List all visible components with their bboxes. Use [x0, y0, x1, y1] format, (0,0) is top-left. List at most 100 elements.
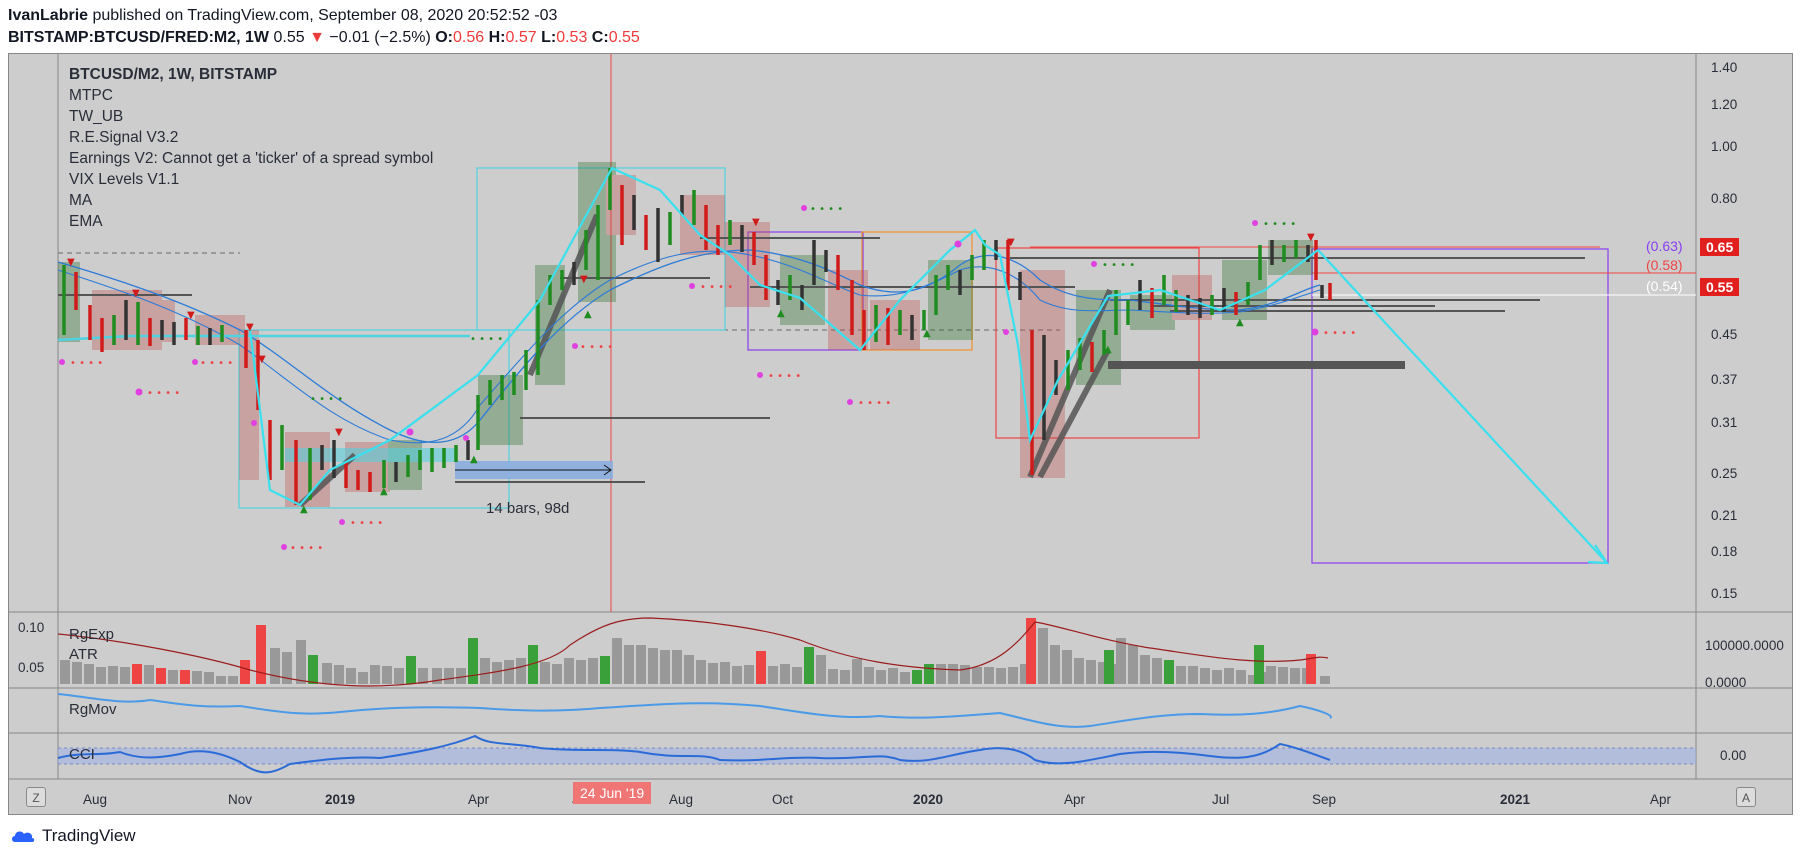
last-price: 0.55	[273, 29, 305, 46]
svg-text:• • • •: • • • •	[70, 358, 103, 369]
time-axis-label: 2019	[325, 792, 356, 807]
price-axis-label: 1.20	[1711, 97, 1738, 112]
time-axis-label: Jul	[1212, 792, 1230, 807]
svg-text:▲: ▲	[584, 309, 592, 320]
svg-text:• • • •: • • • •	[470, 334, 503, 345]
svg-text:▼: ▼	[580, 274, 588, 285]
volume-pane-label[interactable]: RgExp	[69, 626, 115, 643]
legend-item[interactable]: TW_UB	[69, 108, 124, 125]
price-axis-label: 1.40	[1711, 60, 1738, 75]
forecast-box[interactable]	[1311, 248, 1609, 564]
low-label: L:	[541, 29, 557, 46]
legend-item[interactable]: MA	[69, 192, 93, 209]
price-axis-label: 0.80	[1711, 191, 1738, 206]
close-label: C:	[591, 29, 609, 46]
volume-axis-label: 0.05	[18, 660, 45, 675]
svg-text:▲: ▲	[923, 328, 931, 339]
time-axis-label: Apr	[1650, 792, 1672, 807]
symbol-name[interactable]: BITSTAMP:BTCUSD/FRED:M2, 1W	[8, 29, 270, 46]
volume-bars	[60, 618, 1330, 684]
crosshair-date-tag: 24 Jun '19	[573, 782, 652, 804]
signal-dots	[59, 205, 1319, 550]
indicator-legend: BTCUSD/M2, 1W, BITSTAMP MTPC TW_UB R.E.S…	[69, 64, 433, 232]
svg-text:▲: ▲	[1104, 344, 1112, 355]
svg-text:• • • •: • • • •	[1323, 328, 1356, 339]
high-value: 0.57	[505, 29, 537, 46]
cci-axis-label: 0.00	[1720, 748, 1747, 763]
price-tag-high: 0.65	[1700, 238, 1740, 256]
price-axis-label: 0.45	[1711, 327, 1738, 342]
price-change: −0.01 (−2.5%)	[329, 29, 431, 46]
high-label: H:	[488, 29, 506, 46]
svg-text:▼: ▼	[1307, 232, 1315, 243]
signal-dot-trails: • • • • • • • • • • • • • • • • • • • • • • …	[70, 282, 1356, 554]
svg-text:▲: ▲	[300, 504, 308, 515]
auto-scale-button[interactable]: A	[1736, 787, 1756, 807]
volume-axis-label: 0.0000	[1705, 675, 1747, 690]
tradingview-logo[interactable]: TradingView	[10, 826, 136, 846]
position-box[interactable]	[747, 231, 864, 351]
tradingview-cloud-icon	[12, 831, 35, 842]
svg-text:• • • •: • • • •	[700, 282, 733, 293]
position-box[interactable]	[995, 247, 1200, 439]
svg-text:▼: ▼	[187, 310, 195, 321]
legend-item[interactable]: R.E.Signal V3.2	[69, 129, 179, 146]
price-tag-last: 0.55	[1700, 278, 1740, 296]
legend-item[interactable]: EMA	[69, 213, 103, 230]
down-arrow-icon: ▼	[309, 29, 325, 46]
time-axis-label: Oct	[772, 792, 794, 807]
svg-text:• • • •: • • • •	[290, 543, 323, 554]
time-axis-label: Apr	[1064, 792, 1086, 807]
price-candles	[62, 168, 1332, 505]
legend-symbol[interactable]: BTCUSD/M2, 1W, BITSTAMP	[69, 66, 278, 83]
price-axis-label: 0.37	[1711, 372, 1738, 387]
time-axis-label: Apr	[468, 792, 490, 807]
legend-item[interactable]: VIX Levels V1.1	[69, 171, 180, 188]
price-axis-label: 0.15	[1711, 586, 1738, 601]
signal-markers: ▼ ▼ ▼ ▼ ▼ ▼ ▼ ▼ ▼ ▼ ▲ ▲ ▲ ▲ ▲ ▲ ▲ ▲	[67, 217, 1315, 515]
volume-axis-label: 100000.0000	[1705, 638, 1784, 653]
volume-axis-label: 0.10	[18, 620, 45, 635]
svg-text:• • • •: • • • •	[580, 342, 613, 353]
price-axis-label: 0.31	[1711, 415, 1738, 430]
open-value: 0.56	[453, 29, 485, 46]
level-label: (0.54)	[1646, 278, 1683, 294]
level-label: (0.58)	[1646, 257, 1683, 273]
svg-text:• • • •: • • • •	[147, 388, 180, 399]
svg-text:▼: ▼	[1007, 237, 1015, 248]
time-axis-label: 2020	[913, 792, 944, 807]
legend-item[interactable]: Earnings V2: Cannot get a 'ticker' of a …	[69, 150, 434, 167]
price-axis-label: 0.25	[1711, 466, 1738, 481]
swing-lines[interactable]	[248, 166, 1610, 565]
position-box[interactable]	[476, 167, 726, 331]
level-label: (0.63)	[1646, 238, 1683, 254]
rgmov-pane-label[interactable]: RgMov	[69, 701, 117, 718]
svg-text:• • • •: • • • •	[350, 518, 383, 529]
svg-text:▲: ▲	[380, 486, 388, 497]
author-name[interactable]: IvanLabrie	[8, 7, 89, 24]
time-axis-label: 2021	[1500, 792, 1531, 807]
price-axis-label: 1.00	[1711, 139, 1738, 154]
svg-text:▲: ▲	[777, 308, 785, 319]
time-axis-label: Nov	[228, 792, 253, 807]
legend-item[interactable]: MTPC	[69, 87, 113, 104]
publish-info: IvanLabrie published on TradingView.com,…	[8, 6, 557, 26]
atr-pane-label[interactable]: ATR	[69, 646, 98, 663]
svg-text:▼: ▼	[132, 288, 140, 299]
time-axis-label: Aug	[669, 792, 694, 807]
svg-text:▲: ▲	[1236, 317, 1244, 328]
open-label: O:	[435, 29, 454, 46]
symbol-ohlc-line: BITSTAMP:BTCUSD/FRED:M2, 1W 0.55 ▼ −0.01…	[8, 28, 640, 48]
svg-text:• • • •: • • • •	[810, 204, 843, 215]
zoom-button[interactable]: Z	[26, 787, 46, 807]
svg-text:• • • •: • • • •	[200, 358, 233, 369]
cci-pane-label[interactable]: CCI	[69, 746, 95, 763]
position-box[interactable]	[238, 329, 510, 509]
position-box[interactable]	[861, 231, 973, 351]
svg-text:▼: ▼	[67, 257, 75, 268]
price-axis-label: 0.18	[1711, 544, 1738, 559]
svg-text:• • • •: • • • •	[310, 394, 343, 405]
svg-text:• • • •: • • • •	[858, 398, 891, 409]
price-axis-label: 0.21	[1711, 508, 1738, 523]
